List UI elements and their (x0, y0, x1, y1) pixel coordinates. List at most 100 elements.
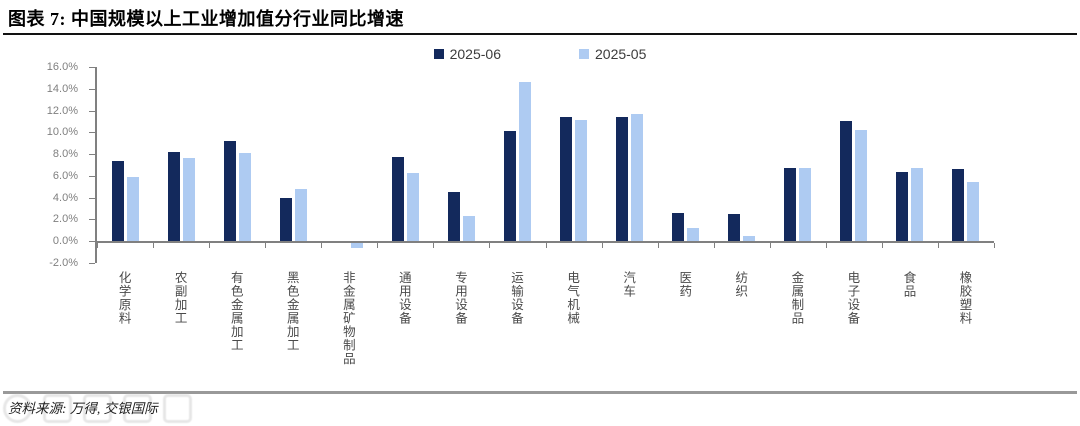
legend-item-2025-05: 2025-05 (579, 46, 646, 62)
bar-2025-05 (462, 216, 475, 242)
category-slot (938, 67, 994, 263)
category-label: 电气机械 (565, 271, 580, 325)
chart-title: 图表 7: 中国规模以上工业增加值分行业同比增速 (8, 9, 404, 29)
y-tick-label: 8.0% (52, 148, 78, 161)
y-tick (89, 175, 95, 177)
category-slot (321, 67, 377, 263)
category-slot (489, 67, 545, 263)
y-tick (89, 110, 95, 112)
legend-label-2025-06: 2025-06 (449, 46, 501, 62)
category-slot (882, 67, 938, 263)
watermark-shape (43, 393, 72, 423)
category-slot (153, 67, 209, 263)
bar-2025-06 (223, 141, 236, 242)
category-label: 黑色金属加工 (284, 271, 299, 352)
x-tick (657, 243, 659, 248)
category-label: 电子设备 (845, 271, 860, 325)
category-label: 纺织 (733, 271, 748, 298)
category-slot (826, 67, 882, 263)
x-tick (377, 243, 379, 248)
legend-label-2025-05: 2025-05 (595, 46, 647, 62)
bar-2025-05 (687, 228, 700, 242)
y-tick (89, 132, 95, 134)
y-tick-label: 6.0% (52, 169, 78, 182)
x-tick (321, 243, 323, 248)
x-tick (209, 243, 211, 248)
y-tick (89, 88, 95, 90)
x-tick (713, 243, 715, 248)
x-tick (153, 243, 155, 248)
category-label: 专用设备 (452, 271, 467, 325)
category-slot (209, 67, 265, 263)
y-tick (89, 263, 95, 264)
x-tick (601, 243, 603, 248)
y-tick-label: 14.0% (46, 82, 78, 95)
bar-2025-05 (238, 153, 251, 242)
title-underline (3, 33, 1077, 35)
y-tick-label: 12.0% (46, 104, 78, 117)
bar-2025-05 (182, 158, 195, 242)
bar-2025-06 (896, 171, 909, 242)
category-label: 食品 (901, 271, 916, 298)
bar-2025-06 (952, 169, 965, 242)
y-tick-label: 10.0% (46, 126, 78, 139)
legend-swatch-2025-05 (579, 49, 589, 59)
bar-2025-06 (111, 160, 124, 242)
y-tick (89, 197, 95, 199)
category-slot (658, 67, 714, 263)
bar-2025-05 (294, 188, 307, 242)
category-label: 金属制品 (789, 271, 804, 325)
x-tick (489, 243, 491, 248)
x-tick (994, 243, 995, 248)
bar-2025-05 (575, 120, 588, 242)
watermark-shape (123, 393, 152, 423)
bar-2025-05 (911, 168, 924, 242)
x-tick (97, 243, 98, 248)
y-tick (89, 219, 95, 221)
category-label: 医药 (677, 271, 692, 298)
category-label: 运输设备 (509, 271, 524, 325)
category-label: 有色金属加工 (228, 271, 243, 352)
bar-2025-05 (855, 130, 868, 242)
bar-2025-05 (518, 82, 531, 242)
x-tick (265, 243, 267, 248)
bar-2025-06 (784, 168, 797, 242)
source-note: 资料来源: 万得, 交银国际 (8, 401, 158, 416)
bar-2025-05 (967, 182, 980, 242)
y-tick (89, 154, 95, 156)
category-slot (770, 67, 826, 263)
y-tick-label: -2.0% (49, 257, 78, 269)
bar-2025-06 (391, 157, 404, 242)
watermark-shape (3, 393, 32, 423)
category-slot (97, 67, 153, 263)
bar-2025-05 (406, 172, 419, 242)
legend-swatch-2025-06 (433, 49, 444, 59)
x-tick (881, 243, 883, 248)
bar-2025-06 (279, 197, 292, 242)
category-label: 非金属矿物制品 (340, 271, 355, 366)
category-label: 汽车 (621, 271, 636, 298)
bar-2025-06 (447, 192, 460, 242)
bar-2025-06 (503, 131, 516, 242)
x-tick (433, 243, 435, 248)
bar-2025-06 (167, 151, 180, 242)
y-tick-label: 4.0% (52, 191, 78, 204)
bar-2025-05 (350, 241, 363, 248)
category-slot (433, 67, 489, 263)
bar-2025-06 (616, 117, 629, 242)
bar-2025-06 (728, 214, 741, 242)
x-axis-labels: 化学原料 农副加工 有色金属加工 黑色金属加工 非金属矿物制品 通用设备 专用设备 运输设备 电… (95, 271, 992, 366)
bar-2025-06 (840, 121, 853, 242)
watermark-shape (83, 393, 112, 423)
y-tick (89, 241, 95, 243)
bar-2025-05 (126, 177, 139, 242)
bar-2025-05 (631, 113, 644, 242)
category-label: 化学原料 (116, 271, 131, 325)
watermark-shape (163, 393, 192, 423)
footer-divider (3, 391, 1077, 394)
bar-2025-05 (799, 168, 812, 242)
category-slot (714, 67, 770, 263)
watermark-logo (3, 392, 221, 424)
category-slot (546, 67, 602, 263)
bar-2025-06 (672, 212, 685, 242)
